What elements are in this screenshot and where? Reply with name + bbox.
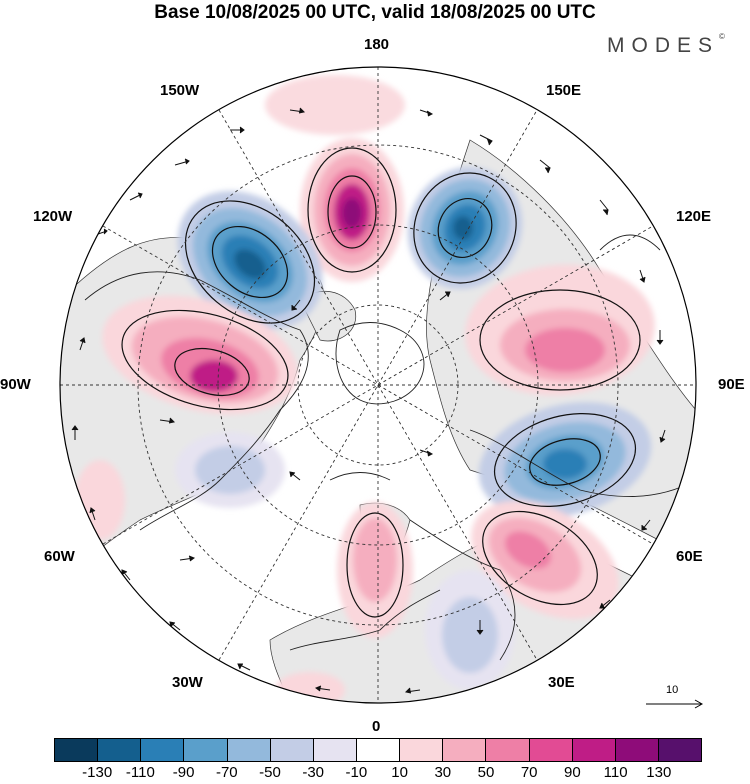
colorbar-tick-label: 110 [603, 764, 628, 781]
colorbar-segment [141, 739, 185, 761]
graticule [60, 67, 696, 703]
lon-label-60e: 60E [676, 548, 703, 565]
reference-vector-label: 10 [666, 684, 679, 696]
colorbar-segment [443, 739, 487, 761]
colorbar-segment [615, 739, 659, 761]
lon-label-180: 180 [364, 36, 390, 53]
colorbar-tick-label: 50 [477, 764, 495, 781]
colorbar-segment [227, 739, 271, 761]
colorbar-tick-label: -10 [345, 764, 368, 781]
lon-label-30w: 30W [172, 674, 203, 691]
colorbar-tick-label: 10 [391, 764, 408, 781]
colorbar-tick-label: -90 [172, 764, 195, 781]
colorbar-segment [356, 739, 401, 761]
colorbar-tick-label: -110 [125, 764, 155, 781]
anomaly-shading [75, 75, 655, 703]
lon-label-150e: 150E [546, 82, 582, 99]
colorbar-tick-label: 130 [646, 764, 672, 781]
lon-label-90w: 90W [0, 376, 31, 393]
colorbar-tick-label: 90 [564, 764, 581, 781]
colorbar-segment [572, 739, 616, 761]
chart-title: Base 10/08/2025 00 UTC, valid 18/08/2025… [154, 2, 596, 23]
colorbar-segment [529, 739, 573, 761]
colorbar-segment [270, 739, 314, 761]
colorbar-segment [184, 739, 228, 761]
lon-label-90e: 90E [718, 376, 745, 393]
colorbar-segment [400, 739, 444, 761]
lon-label-60w: 60W [44, 548, 75, 565]
lon-label-30e: 30E [548, 674, 575, 691]
contours [121, 147, 641, 618]
lon-label-120w: 120W [33, 208, 73, 225]
lon-label-0: 0 [372, 718, 381, 735]
colorbar-tick-label: 30 [434, 764, 452, 781]
colorbar-tick-label: -50 [259, 764, 281, 781]
lon-label-120e: 120E [676, 208, 712, 225]
colorbar-tick-label: 70 [520, 764, 538, 781]
colorbar-segment [98, 739, 142, 761]
colorbar-segment [486, 739, 530, 761]
lon-label-150w: 150W [160, 82, 200, 99]
map-boundary [59, 66, 697, 704]
colorbar-ticks: -130 -110 -90 -70 -50 -30 -10 10 30 50 70 90 110 130 [0, 764, 750, 784]
colorbar-segment [313, 739, 357, 761]
colorbar-tick-label: -130 [82, 764, 113, 781]
reference-vector-arrow [646, 699, 704, 709]
modes-logo: MODES© [607, 32, 725, 57]
colorbar-segment [55, 739, 99, 761]
coastlines [84, 234, 696, 661]
colorbar-tick-label: -30 [302, 764, 325, 781]
colorbar-tick-label: -70 [215, 764, 238, 781]
colorbar-segment [658, 739, 702, 761]
colorbar [54, 738, 702, 762]
wind-vectors [71, 107, 666, 694]
